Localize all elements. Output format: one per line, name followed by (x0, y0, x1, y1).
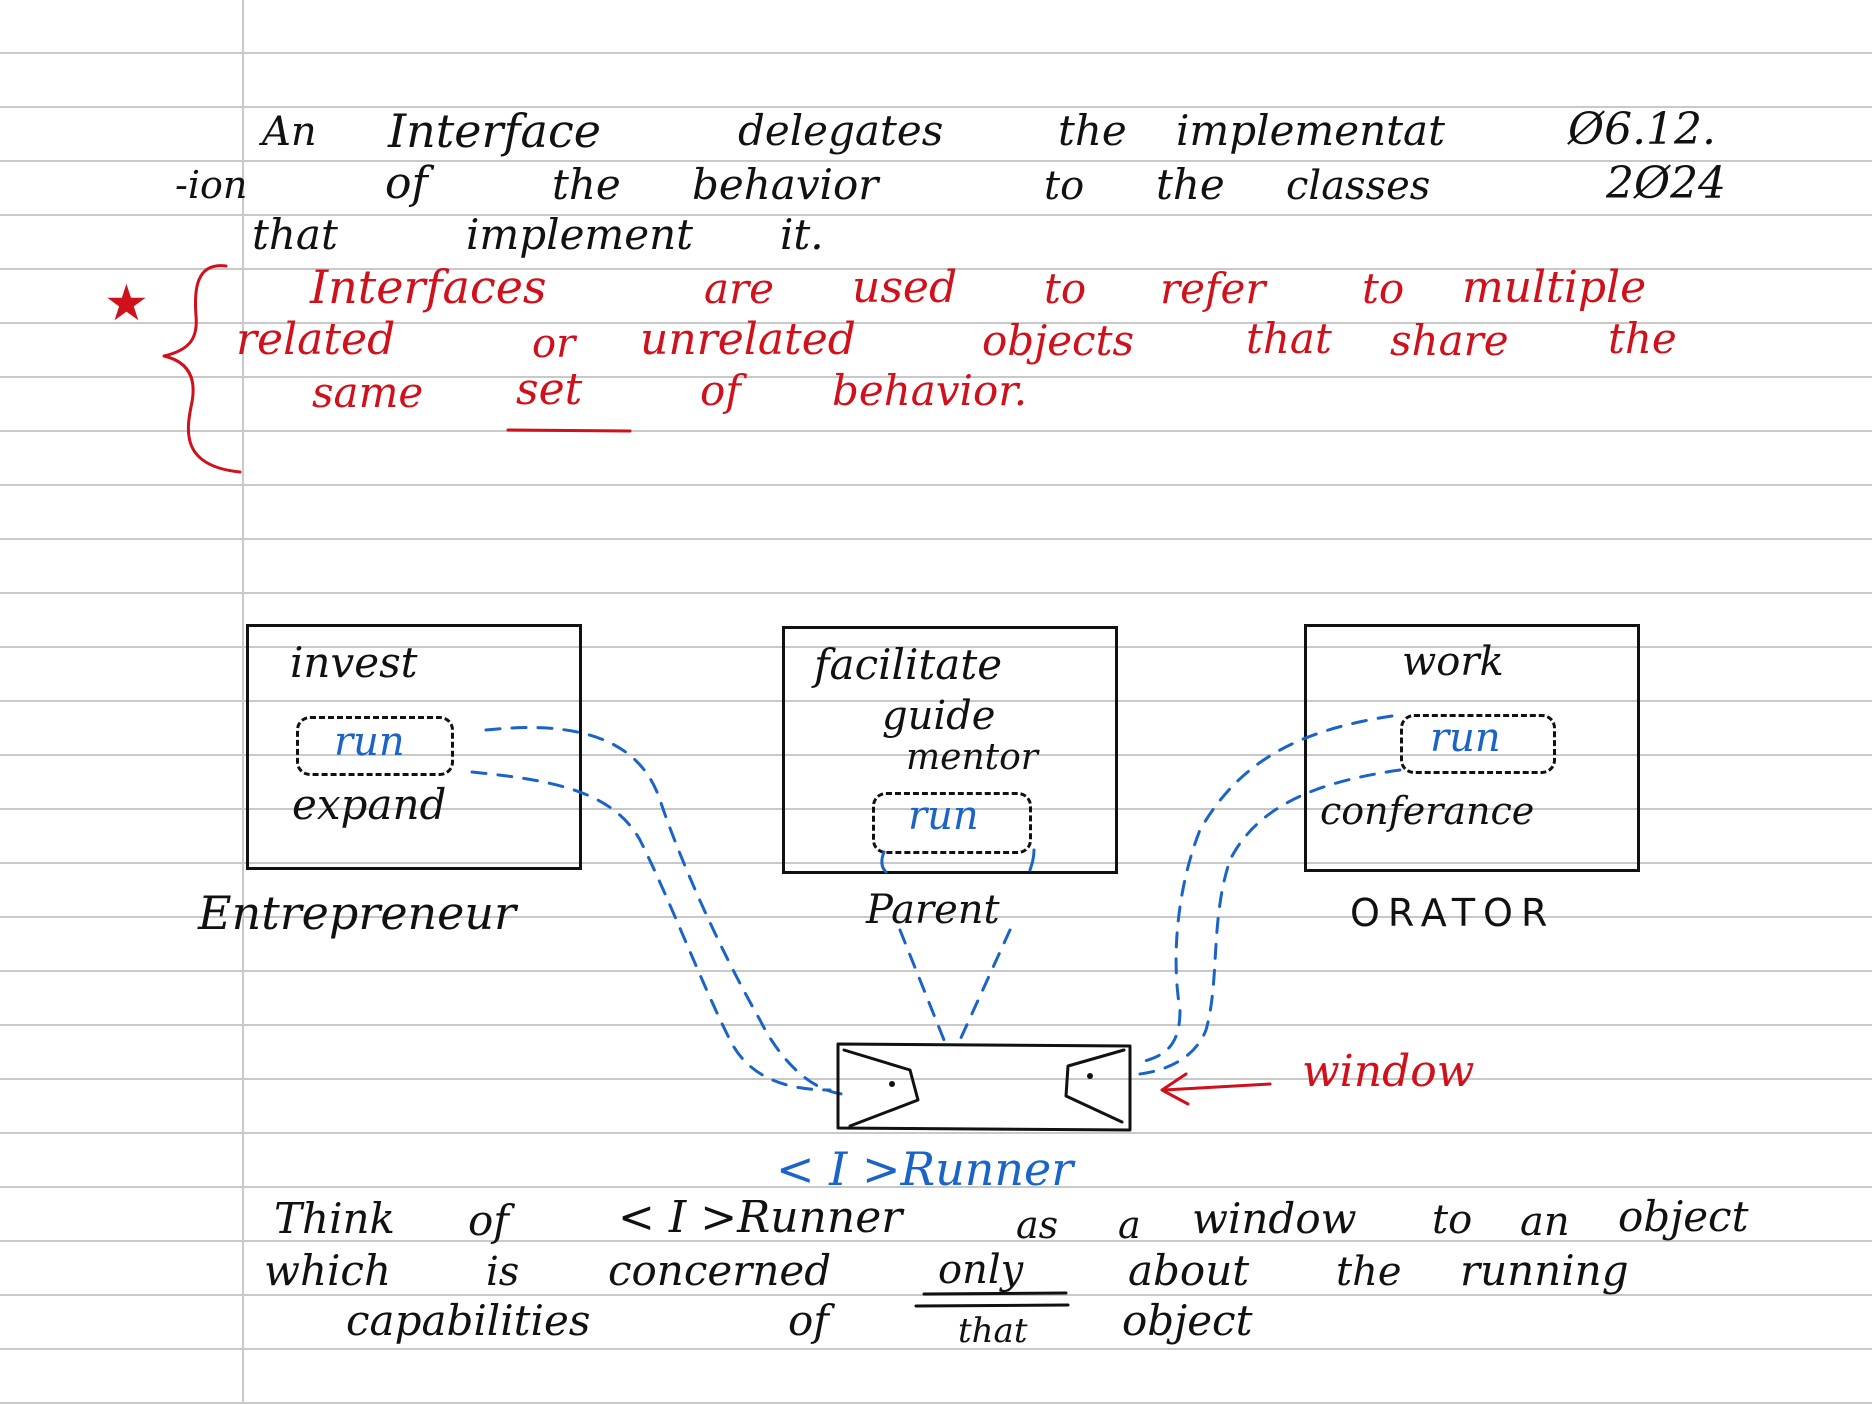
that-underline (914, 1303, 1070, 1308)
para3-word: as (1016, 1203, 1059, 1247)
para3-word: object (1122, 1296, 1253, 1345)
para3-word: concerned (608, 1246, 832, 1295)
run-dashed-box (296, 716, 454, 776)
connector-parent (880, 850, 888, 874)
para3-word: the (1336, 1249, 1402, 1295)
entrepreneur-item: expand (292, 780, 447, 829)
para2-word: Interfaces (310, 260, 547, 314)
date-top: Ø6.12. (1568, 104, 1717, 155)
para2-word: unrelated (640, 314, 856, 365)
window-left-shutter (842, 1048, 920, 1128)
set-underline (506, 428, 632, 433)
parent-label: Parent (866, 887, 1000, 933)
parent-item: facilitate (814, 640, 1003, 689)
connector-entrepreneur (484, 726, 844, 1096)
para1-word: that (252, 210, 338, 259)
para1-word: -ion (175, 163, 248, 207)
para3-word: that (958, 1311, 1028, 1351)
para1-word: An (262, 109, 317, 155)
underlined-set: set (516, 364, 583, 415)
para2-word: refer (1160, 264, 1266, 313)
window-arrow-head (1160, 1072, 1190, 1106)
para3-word: a (1118, 1203, 1141, 1247)
para3-word: object (1618, 1192, 1749, 1241)
para1-word: implement (466, 210, 694, 259)
window-frame (836, 1042, 1132, 1132)
orator-item: work (1402, 639, 1504, 685)
para1-word: behavior (692, 160, 879, 209)
window-right-shutter (1064, 1048, 1126, 1124)
connector-parent (898, 928, 946, 1042)
connector-parent (1028, 848, 1036, 872)
para3-word: an (1520, 1199, 1570, 1245)
para2-word: are (704, 264, 774, 313)
underlined-only: only (938, 1247, 1024, 1293)
para3-word: is (486, 1249, 520, 1295)
orator-run: run (1430, 715, 1501, 761)
para3-word: to (1432, 1197, 1473, 1243)
para1-word: it. (780, 210, 824, 259)
date-bottom: 2Ø24 (1606, 158, 1727, 209)
para2-word: to (1044, 264, 1087, 313)
window-arrow (1162, 1082, 1272, 1092)
para1-word: the (1156, 160, 1225, 209)
para2-word: used (852, 262, 958, 313)
para2-word: to (1362, 264, 1405, 313)
para1-word: delegates (738, 106, 944, 155)
para3-word: window (1192, 1194, 1357, 1243)
window-dot-left (889, 1081, 895, 1087)
para1-word: Interface (388, 104, 601, 158)
para3-word: of (788, 1296, 829, 1345)
para2-word: behavior. (832, 366, 1028, 415)
para3-word: Think (274, 1194, 395, 1243)
orator-label: ORATOR (1350, 891, 1556, 935)
para1-word: classes (1286, 163, 1431, 209)
para2-word: the (1608, 314, 1677, 363)
connector-entrepreneur (470, 770, 832, 1092)
run-dashed-box (1400, 714, 1556, 774)
only-underline (922, 1291, 1068, 1296)
entrepreneur-box (246, 624, 582, 870)
red-brace (162, 264, 242, 474)
para2-word: multiple (1462, 262, 1647, 313)
para3-word: which (264, 1246, 392, 1295)
para2-word: share (1390, 316, 1509, 365)
run-dashed-box (872, 792, 1032, 854)
para3-word: running (1460, 1246, 1629, 1295)
para1-word: implementat (1176, 106, 1445, 155)
orator-item: conferance (1320, 789, 1535, 833)
interface-runner-label: < I >Runner (776, 1142, 1074, 1196)
window-dot-right (1087, 1073, 1093, 1079)
para2-word: objects (982, 316, 1135, 365)
parent-item: mentor (906, 737, 1038, 778)
para3-word: < I >Runner (618, 1192, 903, 1243)
window-label: window (1302, 1046, 1475, 1097)
para2-word: or (532, 321, 576, 367)
parent-box (782, 626, 1118, 874)
orator-box (1304, 624, 1640, 872)
para1-word: of (385, 158, 428, 209)
margin-line (242, 0, 244, 1404)
para2-word: of (700, 366, 741, 415)
star-icon: ★ (104, 274, 149, 332)
para3-word: about (1128, 1246, 1250, 1295)
para3-word: capabilities (346, 1296, 591, 1345)
parent-item: guide (882, 693, 996, 739)
para3-word: of (468, 1196, 509, 1245)
para2-word: related (236, 314, 396, 365)
parent-run: run (908, 793, 979, 839)
entrepreneur-item: invest (290, 638, 418, 687)
connector-orator (1138, 768, 1402, 1076)
entrepreneur-run: run (334, 719, 405, 765)
connector-orator (1138, 714, 1394, 1064)
para2-word: same (312, 368, 424, 417)
para1-word: to (1044, 163, 1085, 209)
para1-word: the (1058, 106, 1127, 155)
connector-parent (958, 928, 1012, 1042)
entrepreneur-label: Entrepreneur (198, 886, 517, 940)
para1-word: the (552, 160, 621, 209)
para2-word: that (1246, 314, 1332, 363)
